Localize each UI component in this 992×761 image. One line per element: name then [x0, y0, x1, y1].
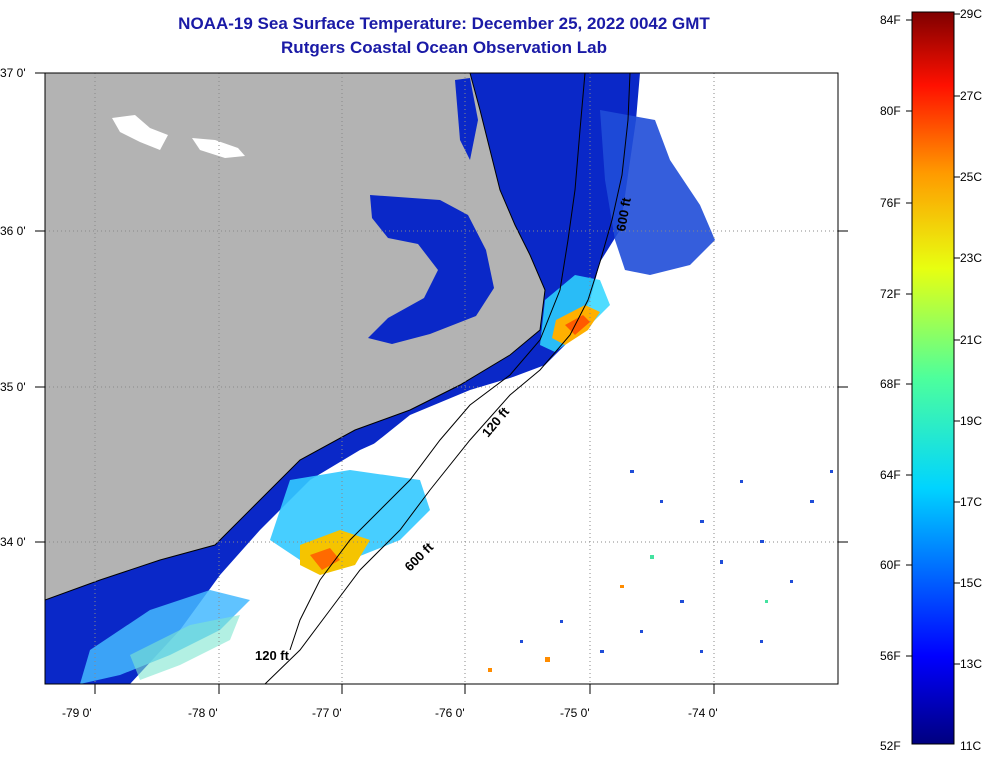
lat-label-37: 37 0': [0, 66, 26, 80]
colorbar-f-80: 80F: [880, 104, 901, 118]
hot-core-hatteras: [565, 315, 590, 335]
colorbar-c-29: 29C: [960, 7, 982, 21]
lon-label-78: -78 0': [188, 706, 218, 720]
map-subtitle: Rutgers Coastal Ocean Observation Lab: [281, 38, 607, 57]
coastal-water: [45, 73, 640, 684]
hot-core-south: [310, 548, 340, 570]
colorbar-f-64: 64F: [880, 468, 901, 482]
colorbar-c-25: 25C: [960, 170, 982, 184]
lat-label-36: 36 0': [0, 224, 26, 238]
colorbar-c-15: 15C: [960, 576, 982, 590]
scattered-pixels: [520, 470, 833, 653]
cool-band-southwest-2: [130, 615, 240, 680]
warm-patch-south: [270, 470, 430, 560]
offshore-patch: [600, 110, 715, 275]
colorbar-c-19: 19C: [960, 414, 982, 428]
colorbar-f-52: 52F: [880, 739, 901, 753]
colorbar-c-23: 23C: [960, 251, 982, 265]
isobath-120ft: [289, 73, 586, 651]
colorbar-c-17: 17C: [960, 495, 982, 509]
lat-label-34: 34 0': [0, 535, 26, 549]
colorbar-c-27: 27C: [960, 89, 982, 103]
colorbar-c-21: 21C: [960, 333, 982, 347]
inland-lake: [112, 115, 168, 150]
colorbar-f-84: 84F: [880, 13, 901, 27]
colorbar-c-11: 11C: [960, 739, 981, 753]
lat-label-35: 35 0': [0, 380, 26, 394]
colorbar-f-76: 76F: [880, 196, 901, 210]
colorbar-f-72: 72F: [880, 287, 901, 301]
colorbar-f-68: 68F: [880, 377, 901, 391]
colorbar-c-13: 13C: [960, 657, 982, 671]
lon-label-76: -76 0': [435, 706, 465, 720]
isobath-600ft: [264, 73, 631, 684]
isobath-label-600ft-north: 600 ft: [613, 196, 634, 233]
coastline: [45, 73, 546, 601]
colorbar: [911, 11, 955, 745]
isobath-label-120ft-south: 120 ft: [255, 648, 290, 663]
cool-band-southwest: [80, 590, 250, 684]
map-title: NOAA-19 Sea Surface Temperature: Decembe…: [178, 14, 710, 33]
lon-label-74: -74 0': [688, 706, 718, 720]
lon-label-79: -79 0': [62, 706, 92, 720]
colorbar-f-56: 56F: [880, 649, 901, 663]
lon-label-77: -77 0': [312, 706, 342, 720]
colorbar-f-60: 60F: [880, 558, 901, 572]
lon-label-75: -75 0': [560, 706, 590, 720]
